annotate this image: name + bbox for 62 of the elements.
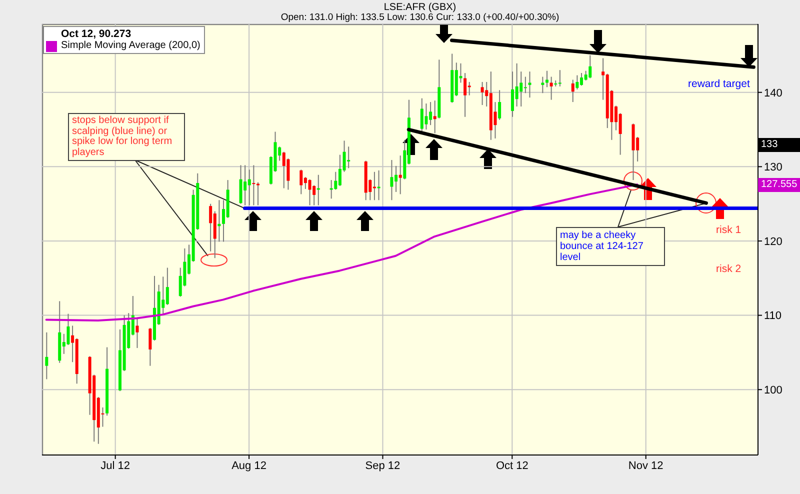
legend-title: Oct 12, 90.273	[61, 28, 132, 40]
candlestick	[244, 164, 247, 206]
candlestick	[308, 178, 312, 206]
candlestick	[282, 151, 286, 189]
candlestick	[468, 81, 471, 96]
y-tick-label: 100	[764, 384, 782, 397]
x-tick-label: Oct 12	[496, 460, 528, 472]
candlestick	[528, 71, 532, 98]
annotation: risk 2	[716, 263, 742, 275]
y-tick-label: 120	[764, 236, 782, 248]
candlestick	[330, 180, 333, 200]
annotation: risk 1	[716, 224, 742, 236]
x-tick-label: Sep 12	[365, 460, 400, 472]
legend-label: Simple Moving Average (200,0)	[61, 40, 200, 52]
y-tick-label: 110	[764, 310, 782, 322]
candlestick	[372, 171, 376, 201]
candlestick	[515, 62, 518, 107]
candlestick	[248, 169, 251, 206]
candlestick	[498, 90, 502, 120]
candlestick	[576, 74, 579, 90]
candlestick	[584, 70, 588, 81]
chart-title: LSE:AFR (GBX)	[384, 2, 456, 13]
candlestick	[464, 72, 467, 118]
candlestick	[398, 155, 402, 195]
candlestick	[334, 171, 338, 190]
candlestick	[588, 54, 592, 79]
candlestick	[136, 318, 139, 348]
candlestick	[316, 174, 320, 206]
candlestick	[300, 169, 303, 195]
candlestick	[550, 76, 553, 100]
candlestick	[541, 76, 544, 94]
candlestick	[377, 170, 380, 201]
candlestick	[424, 103, 428, 130]
y-tick-label: 130	[764, 162, 782, 174]
annotation: may be a cheeky bounce at 124-127 level	[560, 230, 644, 263]
x-tick-label: Jul 12	[100, 460, 130, 472]
candlestick	[148, 327, 152, 366]
chart-subtitle: Open: 131.0 High: 133.5 Low: 130.6 Cur: 133.0 (+00.40/+00.30%)	[280, 12, 560, 23]
annotation: stops below support if scalping (blue line) or spike low for long term players	[72, 115, 172, 158]
candlestick	[390, 159, 394, 201]
candlestick	[239, 164, 242, 204]
annotation: reward target	[688, 78, 750, 90]
candlestick	[480, 81, 484, 106]
candlestick	[252, 164, 256, 206]
y-tick-label: 140	[764, 87, 782, 100]
x-tick-label: Aug 12	[232, 460, 266, 472]
candlestick	[545, 70, 548, 88]
text: 127.555	[761, 179, 798, 190]
candlestick	[209, 203, 212, 252]
candlestick	[256, 182, 260, 206]
text: 133	[761, 139, 778, 150]
candlestick	[524, 76, 527, 94]
candlestick	[558, 70, 562, 87]
candlestick	[520, 71, 523, 107]
candlestick	[433, 100, 436, 134]
candlestick	[571, 79, 574, 103]
candlestick	[45, 332, 48, 380]
x-tick-label: Nov 12	[628, 460, 664, 472]
candlestick	[66, 313, 70, 346]
candlestick	[166, 267, 169, 306]
candlestick	[347, 146, 350, 169]
candlestick	[420, 98, 424, 132]
